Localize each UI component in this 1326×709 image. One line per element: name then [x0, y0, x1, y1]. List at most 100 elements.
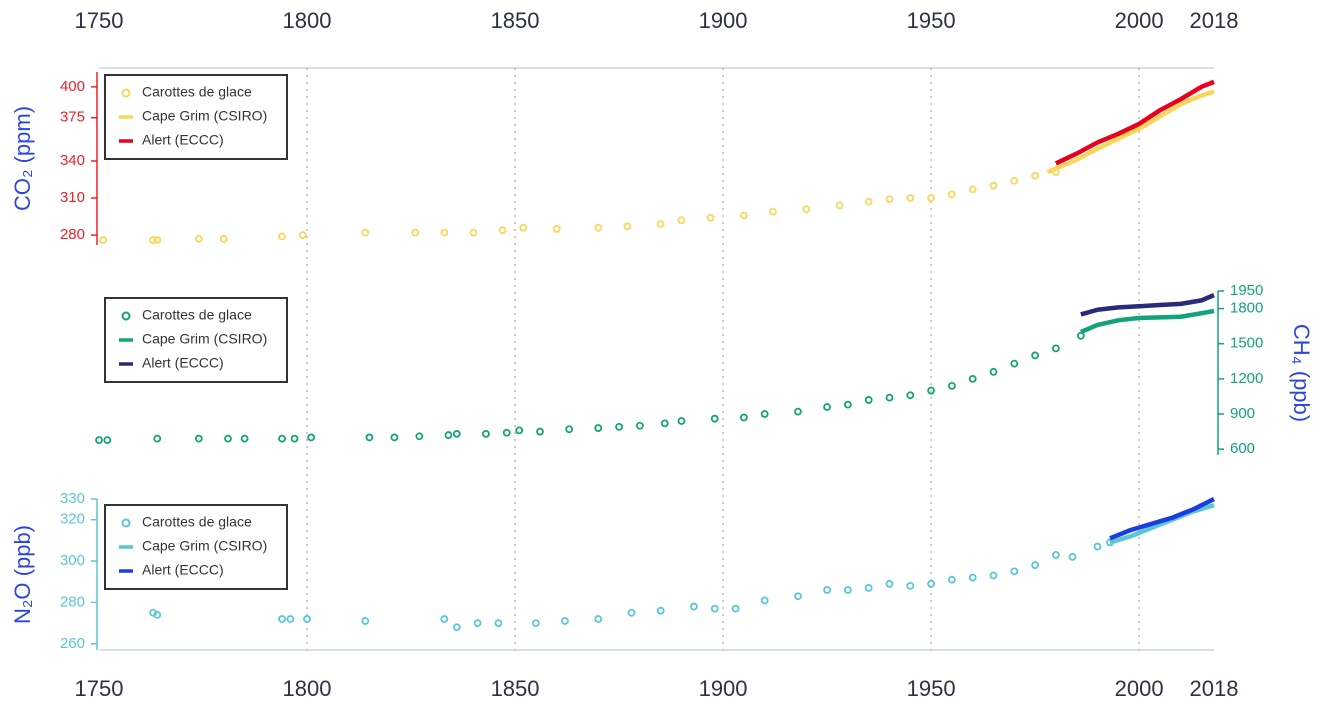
x-tick-label: 2000 — [1115, 8, 1164, 33]
data-point — [153, 434, 162, 443]
data-point — [240, 434, 249, 443]
x-tick-label: 2018 — [1190, 676, 1239, 701]
data-point — [278, 434, 286, 443]
data-point — [885, 195, 894, 204]
data-point — [989, 571, 998, 580]
data-point — [452, 430, 461, 438]
data-point — [802, 205, 811, 214]
data-point — [677, 216, 686, 225]
y-tick-label: 280 — [60, 226, 85, 243]
data-point — [361, 228, 370, 237]
y-tick-label: 1950 — [1230, 282, 1263, 299]
y-tick-label: 280 — [60, 593, 85, 610]
legend-label: Alert (ECCC) — [142, 562, 224, 578]
x-tick-label: 1850 — [491, 676, 540, 701]
data-point — [615, 422, 623, 431]
data-point — [95, 436, 103, 445]
x-tick-label: 1950 — [907, 676, 956, 701]
data-point — [444, 431, 453, 439]
data-point — [1052, 550, 1060, 559]
data-line — [1054, 79, 1215, 166]
data-point — [731, 604, 740, 613]
data-point — [494, 619, 503, 628]
data-point — [515, 426, 524, 435]
data-point — [298, 231, 307, 240]
legend-marker — [121, 518, 131, 528]
x-tick-label: 1950 — [907, 8, 956, 33]
data-point — [760, 596, 769, 605]
data-point — [390, 433, 399, 442]
y-axis-title: N₂O (ppb) — [10, 525, 35, 624]
data-line — [1079, 308, 1215, 335]
data-point — [149, 236, 157, 244]
data-point — [906, 581, 915, 590]
y-tick-label: 310 — [60, 189, 85, 206]
y-tick-label: 330 — [60, 490, 85, 507]
data-point — [823, 403, 831, 411]
data-point — [690, 602, 698, 611]
data-point — [623, 222, 632, 231]
x-tick-label: 1850 — [491, 8, 540, 33]
legend-label: Alert (ECCC) — [142, 355, 224, 371]
legend-label: Carottes de glace — [142, 514, 252, 530]
data-point — [415, 432, 424, 441]
data-point — [769, 207, 777, 216]
data-point — [303, 615, 311, 623]
legend-label: Carottes de glace — [142, 84, 252, 100]
data-point — [153, 236, 162, 244]
data-point — [835, 201, 844, 210]
data-point — [1010, 176, 1019, 185]
y-tick-label: 260 — [60, 635, 85, 652]
data-point — [635, 421, 644, 430]
data-point — [885, 579, 894, 588]
legend-box — [104, 74, 288, 160]
legend-label: Alert (ECCC) — [142, 132, 224, 148]
data-point — [1076, 331, 1085, 340]
data-point — [1031, 171, 1040, 180]
x-tick-label: 2000 — [1115, 676, 1164, 701]
y-tick-label: 900 — [1230, 405, 1255, 422]
y-tick-label: 1200 — [1230, 370, 1263, 387]
data-point — [864, 584, 873, 592]
y-tick-label: 1800 — [1230, 300, 1263, 317]
y-tick-label: 340 — [60, 152, 85, 169]
data-point — [194, 234, 203, 243]
data-point — [706, 213, 715, 222]
data-point — [677, 417, 686, 425]
data-point — [656, 606, 665, 615]
y-tick-label: 375 — [60, 109, 85, 126]
data-point — [927, 194, 935, 202]
x-tick-label: 1900 — [699, 676, 748, 701]
data-point — [660, 419, 669, 428]
data-point — [365, 433, 374, 442]
data-point — [1010, 567, 1019, 576]
legend-label: Cape Grim (CSIRO) — [142, 538, 267, 554]
data-point — [885, 393, 894, 402]
data-point — [843, 400, 852, 409]
data-point — [286, 615, 295, 623]
data-point — [968, 573, 977, 582]
data-point — [290, 434, 299, 443]
y-tick-label: 1500 — [1230, 335, 1263, 352]
data-point — [989, 181, 998, 190]
data-point — [906, 194, 915, 202]
data-point — [594, 615, 603, 623]
data-point — [307, 433, 316, 442]
data-point — [194, 434, 203, 443]
data-point — [1052, 344, 1060, 353]
y-tick-label: 320 — [60, 511, 85, 528]
data-point — [440, 228, 449, 237]
data-point — [103, 436, 112, 445]
data-line — [1080, 293, 1215, 317]
data-point — [968, 374, 977, 383]
data-point — [153, 610, 162, 619]
data-point — [794, 407, 802, 416]
legend-marker — [121, 88, 131, 98]
data-point — [927, 386, 935, 395]
data-point — [278, 615, 286, 623]
y-axis-title: CO₂ (ppm) — [10, 106, 35, 211]
x-tick-label: 1900 — [699, 8, 748, 33]
legend: Carottes de glace Cape Grim (CSIRO) Alert … — [104, 74, 288, 160]
legend-marker — [121, 311, 131, 321]
data-point — [361, 617, 370, 625]
